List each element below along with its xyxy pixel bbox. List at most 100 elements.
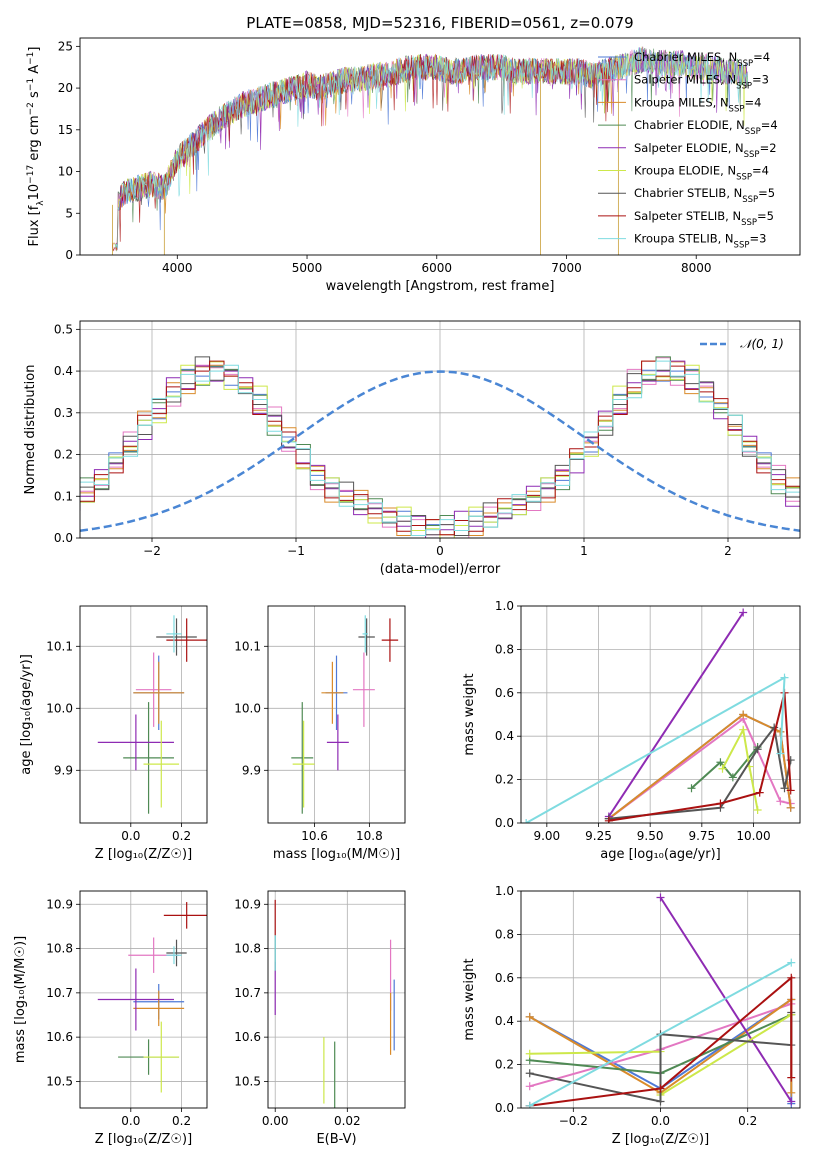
y-tick-label: 10.7: [46, 986, 73, 1000]
y-axis-label-part: −1: [26, 78, 36, 91]
axes-frame: [79, 320, 801, 539]
y-tick-label: 20: [58, 81, 73, 95]
y-tick-label: 10.0: [46, 701, 73, 715]
weight-marker: [604, 816, 613, 823]
y-tick-label: 10: [58, 165, 73, 179]
legend-label-tail: =4: [744, 95, 761, 109]
y-tick-label: 0.8: [495, 927, 514, 941]
histogram-step-7: [80, 360, 800, 536]
x-tick-label: 8000: [681, 261, 712, 275]
y-tick-label: 0.0: [495, 816, 514, 830]
weight-line-7: [529, 975, 793, 1107]
y-axis-label: mass weight: [462, 958, 477, 1040]
legend-label-sub: SSP: [742, 195, 758, 205]
histogram-step-1: [80, 357, 800, 538]
axes-frame: [79, 890, 208, 1109]
error-bars: [97, 902, 207, 1093]
y-axis-label-part: −2: [26, 102, 36, 115]
weight-marker: [753, 805, 762, 814]
weight-marker: [780, 784, 789, 793]
legend-label-tail: =4: [752, 164, 769, 178]
y-tick-label: 1.0: [495, 599, 514, 613]
legend-label-sub: SSP: [741, 218, 757, 228]
age-vs-metallicity-panel: 0.0 0.2 9.9 10.0 10.1 Z [log₁₀(Z/Z☉)] age [log…: [19, 605, 208, 862]
weight-marker: [656, 893, 665, 902]
y-axis-label-part: λ: [36, 200, 46, 206]
x-tick-label: 6000: [421, 261, 452, 275]
x-tick-label: −1: [287, 544, 305, 558]
mass-vs-extinction-panel: 0.00 0.02 10.5 10.6 10.7 10.8 10.9 E(B-V): [234, 890, 406, 1147]
weight-marker: [716, 799, 725, 808]
x-axis-label: E(B-V): [316, 1132, 356, 1147]
y-axis-label: mass [log₁₀(M/M☉)]: [13, 936, 28, 1063]
axes-frame: [520, 605, 801, 824]
legend-label-tail: =3: [752, 73, 769, 87]
weight-marker: [787, 958, 796, 967]
weight-line-3: [690, 746, 759, 790]
x-tick-label: −2: [143, 544, 161, 558]
y-tick-label: 9.9: [54, 763, 73, 777]
spectrum-lines: [112, 46, 749, 255]
x-tick-label: 0.02: [334, 1114, 361, 1128]
legend-label-sub: SSP: [745, 127, 761, 137]
histogram-step-4: [80, 360, 800, 538]
x-tick-label: 0.2: [172, 1114, 191, 1128]
legend-label-main: Salpeter STELIB, N: [634, 209, 741, 223]
y-tick-label: 9.9: [242, 763, 261, 777]
y-tick-label: 0.6: [495, 686, 514, 700]
x-tick-label: 10.6: [301, 829, 328, 843]
y-axis-label-part: ]: [27, 47, 42, 52]
legend-label: 𝒩(0, 1): [740, 337, 784, 351]
y-axis-label-part: −17: [26, 165, 36, 184]
weight-line-8: [529, 961, 792, 1107]
y-tick-label: 10.5: [234, 1074, 261, 1088]
x-tick-label: 0.0: [651, 1114, 670, 1128]
weight-marker: [776, 727, 785, 736]
weight-marker: [786, 803, 795, 812]
legend-label-main: Chabrier MILES, N: [634, 50, 737, 64]
axes-frame: [79, 605, 208, 824]
y-tick-label: 25: [58, 39, 73, 53]
spectrum-panel: 4000 5000 6000 7000 8000 0 5 10 15 20 25 wavelength…: [26, 37, 801, 294]
y-axis-label-part: −1: [26, 52, 36, 65]
weight-lines: [522, 608, 795, 823]
legend-label: Chabrier MILES, NSSP=4: [634, 50, 770, 69]
weight-marker: [787, 1097, 796, 1106]
weight-marker: [522, 819, 531, 823]
error-bars: [291, 615, 399, 814]
legend-label: Salpeter ELODIE, NSSP=2: [634, 141, 777, 160]
y-tick-label: 0.5: [54, 322, 73, 336]
axes-frame: [520, 890, 801, 1109]
x-tick-label: 0.0: [121, 829, 140, 843]
x-tick-label: 10.00: [736, 829, 770, 843]
weight-line-5: [721, 726, 759, 811]
x-axis-label: mass [log₁₀(M/M☉)]: [273, 847, 400, 862]
y-tick-label: 10.8: [46, 942, 73, 956]
weight-marker: [787, 1088, 796, 1097]
weight-marker: [755, 788, 764, 797]
y-tick-label: 0.8: [495, 642, 514, 656]
legend-label-sub: SSP: [744, 150, 760, 160]
weight-line-6: [608, 725, 792, 820]
weight-line-2: [608, 713, 792, 820]
x-tick-label: 7000: [551, 261, 582, 275]
x-axis-label: (data-model)/error: [380, 562, 501, 577]
weight-marker: [525, 1082, 534, 1091]
mass-weight-vs-metallicity-panel: −0.2 0.0 0.2 0.0 0.2 0.4 0.6 0.8 1.0 Z [log₁₀(Z/Z…: [462, 884, 801, 1147]
y-tick-label: 1.0: [495, 884, 514, 898]
y-axis-label: mass weight: [462, 673, 477, 755]
y-tick-label: 0.0: [54, 531, 73, 545]
x-tick-label: 9.25: [585, 829, 612, 843]
y-tick-label: 0.4: [495, 729, 514, 743]
weight-marker: [656, 1084, 665, 1093]
y-tick-label: 5: [65, 206, 73, 220]
weight-marker: [776, 797, 785, 806]
legend-label: Salpeter STELIB, NSSP=5: [634, 209, 774, 228]
weight-marker: [739, 608, 748, 617]
x-tick-label: 0: [436, 544, 444, 558]
weight-marker: [525, 1049, 534, 1058]
x-axis-label: Z [log₁₀(Z/Z☉)]: [95, 847, 192, 862]
legend-label-tail: =3: [749, 232, 766, 246]
weight-line-7: [608, 692, 792, 822]
weight-marker: [739, 725, 748, 734]
